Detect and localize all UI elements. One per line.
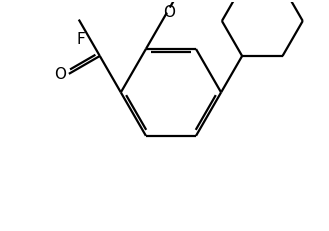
Text: F: F	[76, 32, 85, 47]
Text: O: O	[54, 67, 66, 82]
Text: O: O	[163, 5, 175, 20]
